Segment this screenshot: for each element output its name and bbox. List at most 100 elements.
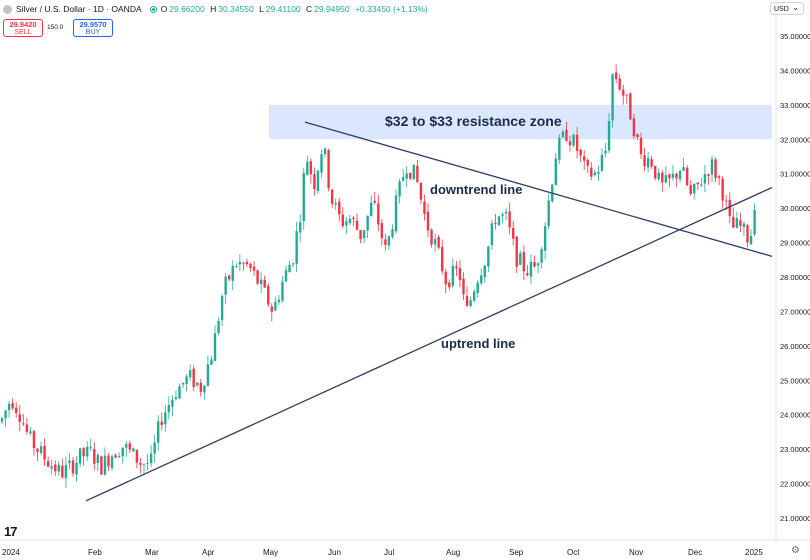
candle bbox=[412, 164, 415, 180]
candle bbox=[22, 423, 25, 425]
time-axis[interactable]: 2024 Feb Mar Apr May Jun Jul Aug Sep Oct Nov Dec 202… bbox=[2, 548, 763, 557]
price-tick-label: 22.00000 bbox=[780, 480, 810, 489]
candle bbox=[355, 220, 359, 230]
candle bbox=[689, 185, 692, 194]
price-tick-label: 34.00000 bbox=[780, 66, 810, 75]
price-tick-label: 33.00000 bbox=[780, 101, 810, 110]
candle bbox=[174, 397, 178, 400]
candle bbox=[632, 118, 636, 137]
candle bbox=[93, 449, 96, 464]
candle bbox=[146, 462, 149, 464]
candle bbox=[597, 171, 600, 174]
candle bbox=[472, 291, 476, 301]
candle bbox=[387, 236, 391, 246]
time-tick-label: Feb bbox=[88, 548, 102, 557]
uptrend-label: uptrend line bbox=[441, 336, 515, 351]
candle bbox=[75, 462, 78, 475]
time-tick-label: Mar bbox=[145, 548, 159, 557]
candle bbox=[96, 455, 100, 464]
silver-symbol-icon bbox=[3, 4, 12, 14]
time-tick-label: Jul bbox=[384, 548, 394, 557]
candle bbox=[462, 278, 465, 295]
candle bbox=[157, 421, 160, 443]
candle bbox=[735, 218, 739, 228]
candle bbox=[220, 296, 224, 321]
candle bbox=[522, 251, 526, 272]
candle bbox=[61, 465, 64, 478]
candle bbox=[458, 268, 462, 281]
candle bbox=[171, 399, 174, 407]
candle bbox=[444, 271, 447, 285]
candle bbox=[288, 264, 291, 273]
candle bbox=[490, 223, 494, 246]
candle bbox=[291, 263, 295, 265]
downtrend-line bbox=[304, 121, 773, 257]
candle bbox=[330, 189, 334, 204]
candle bbox=[284, 270, 288, 282]
time-tick-label: Jun bbox=[328, 548, 341, 557]
candle bbox=[661, 172, 664, 183]
time-tick-label: Apr bbox=[202, 548, 215, 557]
candle bbox=[433, 238, 437, 245]
candle bbox=[7, 403, 11, 411]
candle bbox=[188, 370, 192, 378]
candle bbox=[561, 131, 565, 138]
close-value: 29.94950 bbox=[314, 4, 350, 14]
candle bbox=[625, 94, 628, 96]
candle bbox=[657, 172, 660, 180]
buy-label: BUY bbox=[85, 29, 101, 36]
tradingview-logo[interactable]: 17 bbox=[4, 524, 18, 539]
candle bbox=[25, 424, 29, 432]
candle bbox=[235, 266, 238, 267]
candle bbox=[334, 203, 337, 205]
candle bbox=[441, 246, 444, 272]
candle bbox=[18, 414, 21, 422]
candle bbox=[604, 150, 607, 154]
symbol-title[interactable]: Silver / U.S. Dollar · 1D · OANDA bbox=[16, 4, 142, 14]
candle bbox=[416, 165, 419, 182]
currency-select[interactable]: USD bbox=[770, 1, 804, 15]
candle bbox=[348, 218, 352, 224]
candle bbox=[11, 403, 14, 409]
price-axis[interactable]: 35.00000 34.00000 33.00000 32.00000 31.00000… bbox=[780, 32, 810, 523]
candle bbox=[398, 181, 401, 197]
candle bbox=[384, 239, 387, 245]
candle bbox=[338, 201, 341, 215]
buy-button[interactable]: 29.9570 BUY bbox=[73, 19, 113, 37]
candle bbox=[583, 156, 586, 161]
candle bbox=[590, 167, 593, 177]
candle bbox=[618, 78, 621, 90]
candle bbox=[622, 89, 625, 96]
candle bbox=[693, 183, 696, 194]
candle bbox=[181, 382, 185, 385]
candle bbox=[728, 199, 731, 216]
candle bbox=[57, 464, 60, 472]
candle bbox=[103, 455, 107, 475]
settings-gear-icon[interactable]: ⚙ bbox=[791, 545, 800, 556]
candle bbox=[654, 166, 657, 179]
candle bbox=[629, 93, 632, 120]
candle bbox=[203, 385, 206, 393]
candle bbox=[309, 161, 313, 175]
resistance-zone bbox=[269, 104, 772, 140]
candle bbox=[536, 263, 540, 266]
candle bbox=[696, 182, 699, 185]
candle bbox=[167, 404, 171, 413]
candle bbox=[543, 226, 547, 251]
price-tick-label: 32.00000 bbox=[780, 135, 810, 144]
candle bbox=[725, 200, 728, 202]
sell-button[interactable]: 29.9420 SELL bbox=[3, 19, 43, 37]
close-label: C bbox=[306, 4, 313, 14]
candle bbox=[650, 159, 653, 167]
candle bbox=[0, 418, 4, 422]
sell-label: SELL bbox=[14, 29, 32, 36]
candle bbox=[540, 249, 543, 263]
candle bbox=[29, 431, 32, 434]
change-value: +0.33450 (+1.13%) bbox=[354, 4, 428, 14]
candle bbox=[178, 386, 181, 399]
candle bbox=[455, 266, 458, 269]
candle bbox=[494, 222, 497, 225]
candle bbox=[68, 460, 71, 464]
candle bbox=[249, 263, 252, 268]
